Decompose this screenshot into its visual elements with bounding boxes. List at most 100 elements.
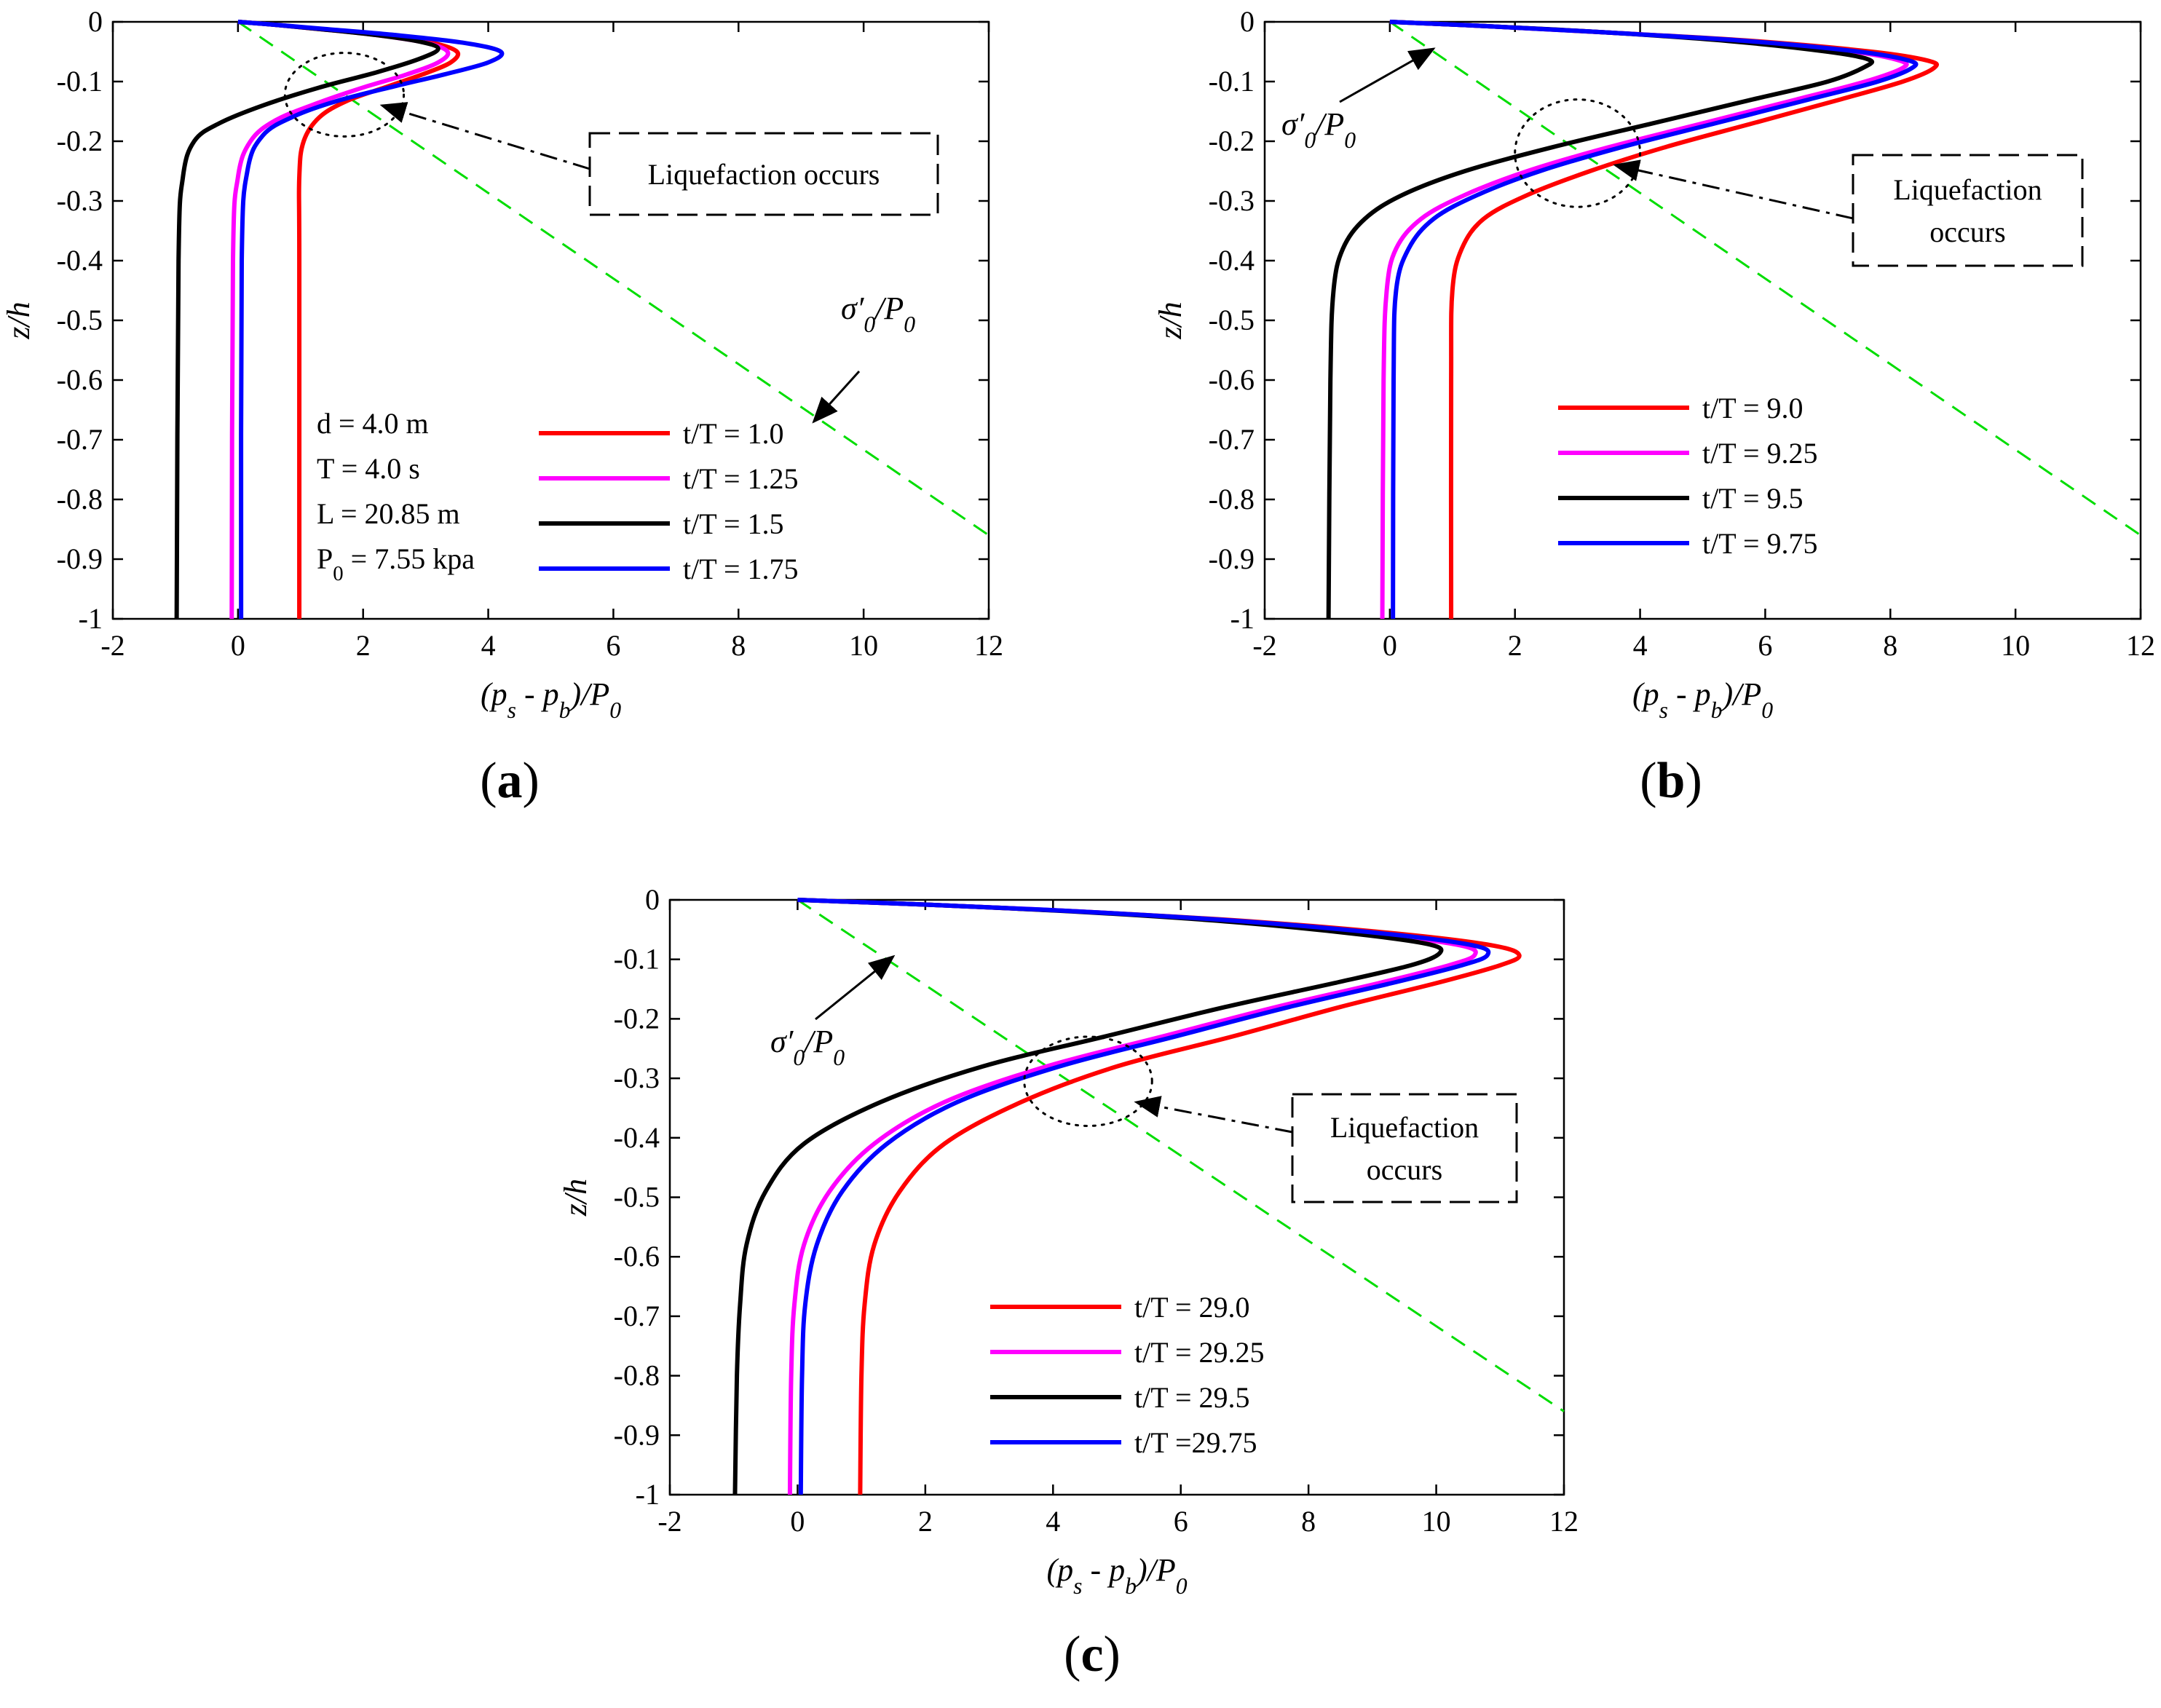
y-tick-label: -0.7 <box>614 1300 660 1332</box>
parameter-text: T = 4.0 s <box>317 452 420 485</box>
legend: t/T = 9.0 t/T = 9.25 t/T = 9.5 t/T = 9.75 <box>1558 392 1818 560</box>
y-tick-label: -0.5 <box>1209 304 1255 336</box>
y-tick-label: -0.2 <box>1209 124 1255 157</box>
y-tick-label: -0.9 <box>614 1418 660 1451</box>
y-tick-label: -0.3 <box>57 184 103 217</box>
y-tick-label: -0.1 <box>57 65 103 98</box>
y-tick-label: -0.8 <box>1209 483 1255 515</box>
x-tick-label: 2 <box>356 629 371 662</box>
series-line-c-3 <box>797 898 1491 1495</box>
x-tick-label: 4 <box>1633 629 1648 662</box>
y-tick-label: -1 <box>1230 602 1255 635</box>
panel-label: (b) <box>1640 753 1702 809</box>
parameter-text: P0 = 7.55 kpa <box>317 542 475 585</box>
x-tick-label: -2 <box>100 629 125 662</box>
y-tick-label: -0.6 <box>614 1240 660 1273</box>
parameter-text: L = 20.85 m <box>317 497 460 530</box>
effective-stress-line <box>797 898 1565 1412</box>
x-tick-label: 8 <box>1301 1505 1316 1538</box>
x-tick-label: 6 <box>1758 629 1772 662</box>
effective-stress-label: σ′0/P0 <box>1281 106 1356 153</box>
legend-entry: t/T = 1.25 <box>683 462 799 495</box>
y-tick-label: -0.4 <box>614 1121 660 1154</box>
effective-stress-arrow <box>812 370 861 424</box>
series-line-b-3 <box>1389 20 1919 620</box>
y-tick-label: -0.7 <box>1209 423 1255 456</box>
y-tick-label: -0.7 <box>57 423 103 456</box>
liquefaction-label: occurs <box>1929 216 2005 248</box>
y-tick-label: -0.4 <box>57 244 103 277</box>
y-axis-label: z/h <box>1 301 36 339</box>
y-tick-label: 0 <box>645 883 660 916</box>
y-tick-label: -0.9 <box>1209 542 1255 575</box>
series-line-a-3 <box>237 20 505 620</box>
legend-entry: t/T = 9.75 <box>1702 527 1818 560</box>
effective-stress-arrow <box>815 954 896 1021</box>
x-tick-label: 6 <box>1174 1505 1188 1538</box>
legend-entry: t/T = 9.25 <box>1702 437 1818 470</box>
parameter-text: d = 4.0 m <box>317 407 429 440</box>
legend-entry: t/T = 1.0 <box>683 417 784 450</box>
liquefaction-label: Liquefaction <box>1330 1111 1479 1144</box>
legend-entry: t/T = 29.25 <box>1134 1336 1265 1369</box>
legend-entry: t/T = 29.5 <box>1134 1381 1250 1414</box>
chart-panel-b: -2 0 2 4 6 8 10 12 0 -0.1 -0.2 -0.3 -0.4 -0.5 -0.6 -0.7… <box>1153 5 2155 809</box>
x-tick-label: 10 <box>1422 1505 1451 1538</box>
effective-stress-arrow <box>1339 47 1436 103</box>
y-tick-label: -1 <box>636 1478 660 1511</box>
x-tick-label: 4 <box>1046 1505 1060 1538</box>
effective-stress-label: σ′0/P0 <box>841 290 915 337</box>
x-tick-label: 8 <box>1883 629 1897 662</box>
y-axis-label: z/h <box>1153 301 1188 339</box>
y-tick-label: -0.2 <box>614 1002 660 1035</box>
liquefaction-arrow <box>1134 1096 1293 1134</box>
x-axis-label: (ps - pb)/P0 <box>481 676 621 723</box>
x-tick-label: 0 <box>1383 629 1397 662</box>
liquefaction-arrow <box>379 102 590 170</box>
liquefaction-label: Liquefaction occurs <box>648 158 880 191</box>
legend-entry: t/T = 29.0 <box>1134 1291 1250 1324</box>
plot-area-frame <box>668 898 1565 1496</box>
effective-stress-line <box>237 20 989 537</box>
x-tick-label: 2 <box>918 1505 933 1538</box>
x-tick-label: 10 <box>2001 629 2030 662</box>
y-tick-label: -0.3 <box>614 1061 660 1094</box>
x-tick-label: 10 <box>849 629 878 662</box>
series-line-b-0 <box>1389 20 1940 620</box>
y-tick-label: -0.5 <box>614 1181 660 1214</box>
x-tick-label: 4 <box>481 629 496 662</box>
legend: t/T = 29.0 t/T = 29.25 t/T = 29.5 t/T =29.7… <box>990 1291 1265 1459</box>
liquefaction-box <box>1291 1093 1518 1203</box>
x-tick-label: 0 <box>231 629 245 662</box>
x-tick-label: 12 <box>974 629 1003 662</box>
liquefaction-label: Liquefaction <box>1893 173 2042 206</box>
liquefaction-label: occurs <box>1367 1153 1442 1186</box>
x-tick-label: 8 <box>731 629 746 662</box>
y-tick-label: -0.4 <box>1209 244 1255 277</box>
legend-entry: t/T = 1.75 <box>683 553 799 585</box>
panel-label: (a) <box>480 753 540 809</box>
x-tick-label: -2 <box>1252 629 1276 662</box>
liquefaction-box <box>588 132 939 216</box>
liquefaction-arrow <box>1613 159 1854 220</box>
panel-label: (c) <box>1064 1626 1121 1683</box>
x-tick-label: 12 <box>2126 629 2155 662</box>
y-tick-label: -0.8 <box>57 483 103 515</box>
effective-stress-line <box>1389 20 2141 537</box>
x-tick-label: 6 <box>606 629 620 662</box>
y-tick-label: -0.6 <box>1209 363 1255 396</box>
x-tick-label: 2 <box>1508 629 1522 662</box>
y-tick-label: -0.1 <box>1209 65 1255 98</box>
y-tick-label: -1 <box>79 602 103 635</box>
y-tick-label: 0 <box>88 5 103 38</box>
y-tick-label: -0.1 <box>614 943 660 976</box>
y-tick-label: -0.5 <box>57 304 103 336</box>
legend-entry: t/T =29.75 <box>1134 1426 1257 1459</box>
y-tick-label: -0.3 <box>1209 184 1255 217</box>
y-tick-label: -0.9 <box>57 542 103 575</box>
y-tick-label: -0.8 <box>614 1359 660 1392</box>
liquefaction-zone-ellipse <box>1023 1035 1153 1127</box>
legend-entry: t/T = 1.5 <box>683 507 784 540</box>
y-axis-label: z/h <box>558 1179 593 1217</box>
